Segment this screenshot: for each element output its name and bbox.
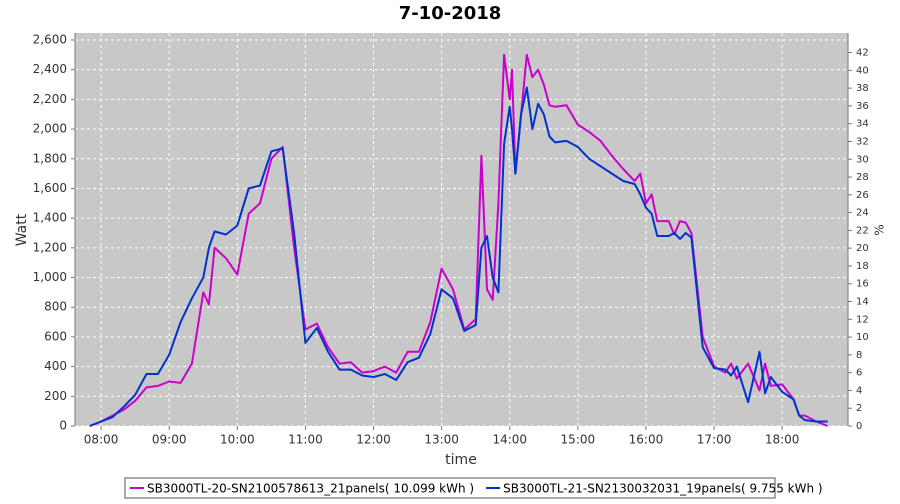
chart-title: 7-10-2018 [399,3,502,24]
y2-tick-label: 10 [856,332,869,343]
y2-tick-label: 42 [856,48,869,59]
y2-tick-label: 6 [856,368,862,379]
y2-tick-label: 26 [856,190,869,201]
y2-tick-label: 8 [856,350,862,361]
x-tick-label: 08:00 [84,433,119,447]
y2-tick-label: 0 [856,421,862,432]
x-tick-label: 14:00 [492,433,527,447]
y-axis-label: Watt [14,213,30,246]
y-tick-label: 2,400 [33,62,67,76]
y2-tick-label: 22 [856,225,869,236]
x-tick-label: 10:00 [220,433,255,447]
y2-tick-label: 32 [856,136,869,147]
series-line [89,53,828,427]
y-tick-label: 1,800 [33,151,67,165]
x-tick-label: 15:00 [561,433,596,447]
x-tick-label: 09:00 [152,433,187,447]
x-tick-label: 17:00 [697,433,732,447]
y2-tick-label: 2 [856,403,862,414]
y2-tick-label: 12 [856,314,869,325]
y-tick-label: 800 [44,300,67,314]
y2-tick-label: 30 [856,154,869,165]
y-tick-label: 1,600 [33,181,67,195]
x-tick-label: 12:00 [356,433,391,447]
y2-tick-label: 40 [856,65,869,76]
y-tick-label: 400 [44,359,67,373]
y2-tick-label: 14 [856,297,869,308]
y-tick-label: 1,400 [33,211,67,225]
y-tick-label: 200 [44,389,67,403]
y-tick-label: 2,200 [33,92,67,106]
legend-label: SB3000TL-21-SN2130032031_19panels( 9.755… [503,482,822,496]
x-tick-label: 18:00 [765,433,800,447]
y-tick-label: 1,200 [33,240,67,254]
y-tick-label: 2,000 [33,122,67,136]
y2-tick-label: 18 [856,261,869,272]
y2-tick-label: 38 [856,83,869,94]
plot-area [75,33,848,426]
y-tick-label: 600 [44,329,67,343]
y2-tick-label: 28 [856,172,869,183]
x-tick-label: 13:00 [424,433,459,447]
x-tick-label: 11:00 [288,433,323,447]
y2-tick-label: 34 [856,119,869,130]
y-tick-label: 1,000 [33,270,67,284]
x-axis-label: time [445,452,477,468]
y-tick-label: 0 [59,419,67,433]
x-tick-label: 16:00 [629,433,664,447]
y2-tick-label: 24 [856,208,869,219]
series-line [89,86,828,427]
y2-tick-label: 4 [856,385,862,396]
y-tick-label: 2,600 [33,32,67,46]
legend [124,477,776,499]
legend-label: SB3000TL-20-SN2100578613_21panels( 10.09… [147,482,474,496]
y2-tick-label: 20 [856,243,869,254]
y2-tick-label: 36 [856,101,869,112]
y2-axis-label: % [873,224,887,235]
y2-tick-label: 16 [856,279,869,290]
